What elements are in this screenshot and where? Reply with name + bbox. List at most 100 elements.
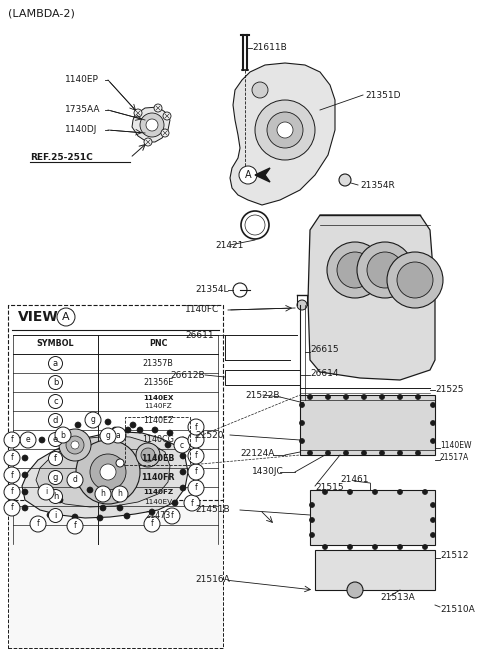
Circle shape: [48, 451, 62, 466]
Circle shape: [76, 440, 140, 504]
Text: 21451B: 21451B: [195, 506, 229, 514]
Text: 1140EZ: 1140EZ: [143, 416, 173, 425]
Text: 21522B: 21522B: [245, 390, 279, 400]
Text: 21354R: 21354R: [360, 180, 395, 190]
Text: f: f: [36, 520, 39, 529]
Circle shape: [125, 427, 131, 433]
Bar: [8, 493, 223, 648]
Circle shape: [124, 513, 130, 519]
Circle shape: [422, 544, 428, 550]
Polygon shape: [310, 490, 435, 545]
Circle shape: [117, 505, 123, 511]
Circle shape: [431, 502, 435, 508]
Text: 1140FZ: 1140FZ: [143, 489, 173, 495]
Circle shape: [361, 451, 367, 455]
Text: 21611B: 21611B: [252, 43, 287, 52]
Circle shape: [347, 582, 363, 598]
Circle shape: [387, 252, 443, 308]
Circle shape: [110, 427, 126, 443]
Circle shape: [180, 469, 186, 475]
Text: 21351D: 21351D: [365, 91, 400, 100]
Text: f: f: [11, 436, 13, 445]
Text: 21517A: 21517A: [440, 453, 469, 462]
Circle shape: [22, 455, 28, 461]
Circle shape: [152, 427, 158, 433]
Text: 21510A: 21510A: [440, 605, 475, 615]
Circle shape: [416, 394, 420, 400]
Polygon shape: [230, 63, 335, 205]
Circle shape: [300, 403, 304, 407]
Text: i: i: [54, 511, 57, 520]
Circle shape: [367, 252, 403, 288]
Circle shape: [97, 515, 103, 521]
Text: 26612B: 26612B: [170, 371, 204, 380]
Circle shape: [144, 138, 152, 146]
Circle shape: [344, 451, 348, 455]
Circle shape: [372, 544, 377, 550]
Text: 1140EW: 1140EW: [440, 440, 471, 449]
Circle shape: [136, 443, 160, 467]
Circle shape: [174, 437, 190, 453]
Text: g: g: [91, 415, 96, 424]
Circle shape: [116, 459, 124, 467]
Text: b: b: [60, 430, 65, 440]
Text: f: f: [54, 454, 57, 463]
Polygon shape: [308, 215, 435, 380]
Circle shape: [372, 489, 377, 495]
Circle shape: [267, 112, 303, 148]
Circle shape: [48, 356, 62, 371]
Text: VIEW: VIEW: [18, 310, 59, 324]
Text: f: f: [170, 512, 173, 520]
Circle shape: [431, 518, 435, 522]
Circle shape: [48, 470, 62, 485]
Circle shape: [100, 464, 116, 480]
Circle shape: [48, 489, 62, 504]
Text: g: g: [106, 432, 110, 440]
Circle shape: [184, 495, 200, 511]
Circle shape: [361, 394, 367, 400]
Text: 1140EB: 1140EB: [141, 454, 175, 463]
Circle shape: [39, 437, 45, 443]
Circle shape: [397, 489, 403, 495]
Circle shape: [431, 533, 435, 537]
Text: f: f: [194, 436, 197, 445]
Text: f: f: [11, 504, 13, 512]
Circle shape: [431, 420, 435, 426]
Circle shape: [48, 394, 62, 409]
Circle shape: [163, 112, 171, 120]
Text: e: e: [26, 436, 30, 445]
Text: 1430JC: 1430JC: [252, 468, 284, 476]
Circle shape: [72, 514, 78, 520]
Circle shape: [20, 432, 36, 448]
Text: f: f: [194, 483, 197, 493]
Circle shape: [149, 509, 155, 515]
Circle shape: [180, 437, 186, 443]
Text: 21515: 21515: [315, 483, 344, 493]
Circle shape: [241, 211, 269, 239]
Circle shape: [380, 394, 384, 400]
Text: h: h: [101, 489, 106, 499]
Circle shape: [30, 516, 46, 532]
Circle shape: [161, 129, 169, 137]
Circle shape: [90, 454, 126, 490]
Circle shape: [59, 429, 91, 461]
Circle shape: [323, 544, 327, 550]
Text: f: f: [191, 499, 193, 508]
Text: A: A: [62, 312, 70, 322]
Text: a: a: [116, 430, 120, 440]
Text: 1140CG: 1140CG: [142, 435, 174, 444]
Circle shape: [112, 486, 128, 502]
Circle shape: [397, 451, 403, 455]
Text: f: f: [194, 468, 197, 476]
Circle shape: [233, 283, 247, 297]
Text: 1140EP: 1140EP: [65, 75, 99, 85]
Circle shape: [4, 484, 20, 500]
Circle shape: [95, 486, 111, 502]
Circle shape: [100, 428, 116, 444]
Text: 1140FC: 1140FC: [185, 306, 219, 314]
Text: f: f: [194, 422, 197, 432]
Text: f: f: [194, 451, 197, 461]
Text: 21421: 21421: [215, 241, 243, 249]
Text: 22124A: 22124A: [240, 449, 275, 457]
Circle shape: [348, 489, 352, 495]
